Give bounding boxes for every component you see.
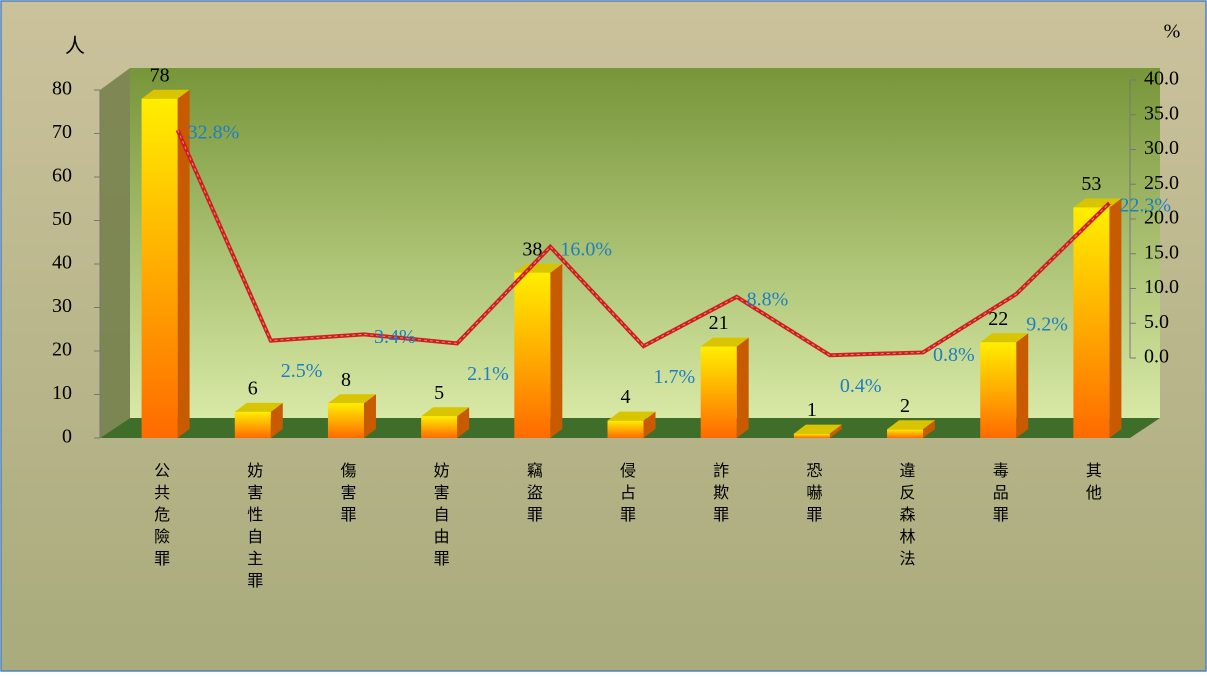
bar-side [829,424,842,438]
y-tick-label: 60 [52,165,72,187]
x-tick-label: 妨害自由罪 [431,462,450,572]
y2-tick-label: 35.0 [1144,102,1179,124]
bar [700,346,737,438]
line-value-label: 16.0% [560,238,612,260]
bar-side [923,420,936,438]
y-tick-label: 70 [52,121,72,143]
bar-value-label: 38 [522,238,542,260]
bar-value-label: 1 [807,399,817,421]
line-value-label: 0.4% [840,375,882,397]
y-axis-label: 人 [65,35,85,58]
y-tick-label: 50 [52,208,72,230]
bar [793,433,830,438]
line-value-label: 8.8% [747,288,789,310]
y2-tick-label: 40.0 [1144,68,1179,90]
bar [234,411,271,438]
bar [887,429,924,438]
x-tick-label: 妨害性自主罪 [244,462,263,594]
bar-side [457,407,470,438]
y2-tick-label: 0.0 [1144,346,1169,368]
bar-top [700,337,749,347]
line-value-label: 1.7% [654,366,696,388]
bar-top [234,402,283,412]
bar [327,403,364,438]
y-tick-label: 0 [62,426,72,448]
bar-side [736,337,749,438]
line-value-label: 0.8% [933,344,975,366]
y2-tick-label: 25.0 [1144,172,1179,194]
x-tick-label: 毒品罪 [990,462,1009,528]
line-value-label: 2.5% [281,360,323,382]
bar-top [980,333,1029,343]
x-tick-label: 恐嚇罪 [803,462,822,528]
bar-top [421,407,470,417]
y2-axis-label: % [1164,21,1181,43]
y2-tick-label: 15.0 [1144,241,1179,263]
y2-tick-label: 10.0 [1144,276,1179,298]
line-value-label: 2.1% [467,363,509,385]
bar-top [793,424,842,434]
bar-side [1109,198,1122,438]
back-wall [130,68,1160,418]
bar-side [363,394,376,438]
line-dash [177,129,1110,356]
x-tick-label: 竊盜罪 [524,461,543,528]
line-value-label: 32.8% [188,122,240,144]
bar-side [1016,333,1029,438]
bar-side [550,263,563,438]
bar-top [607,411,656,421]
bar-top [141,89,190,99]
bar-value-label: 6 [248,377,258,399]
bar-value-label: 78 [150,64,170,86]
y2-tick-label: 30.0 [1144,137,1179,159]
bar-side [177,89,190,438]
y-tick-label: 80 [52,78,72,100]
bar-value-label: 4 [621,386,631,408]
y-tick-label: 10 [52,382,72,404]
bar-value-label: 2 [900,395,910,417]
x-tick-label: 侵占罪 [617,462,636,528]
line-value-label: 9.2% [1026,314,1068,336]
bar [607,420,644,438]
x-tick-label: 違反森林法 [897,462,916,572]
bar [980,342,1017,438]
x-tick-label: 公共危險罪 [151,462,170,572]
y-tick-label: 40 [52,252,72,274]
y-tick-label: 20 [52,339,72,361]
bar [1073,207,1110,438]
line-value-label: 3.4% [374,326,416,348]
line-value-label: 22.3% [1119,195,1171,217]
bar-top [327,394,376,404]
side-wall [100,68,130,438]
bar [514,272,551,438]
bar-top [887,420,936,430]
y2-tick-label: 5.0 [1144,311,1169,333]
bar-side [270,402,283,438]
bar-side [643,411,656,438]
bar-value-label: 8 [341,369,351,391]
bar-value-label: 22 [988,308,1008,330]
x-tick-label: 其他 [1083,462,1102,506]
bar-value-label: 21 [709,312,729,334]
x-tick-label: 傷害罪 [337,462,356,528]
x-tick-label: 詐欺罪 [710,462,729,528]
bar-value-label: 5 [434,382,444,404]
y2-tick-label: 20.0 [1144,207,1179,229]
bar [421,416,458,438]
bar-value-label: 53 [1081,173,1101,195]
bar [141,98,178,438]
y-tick-label: 30 [52,295,72,317]
